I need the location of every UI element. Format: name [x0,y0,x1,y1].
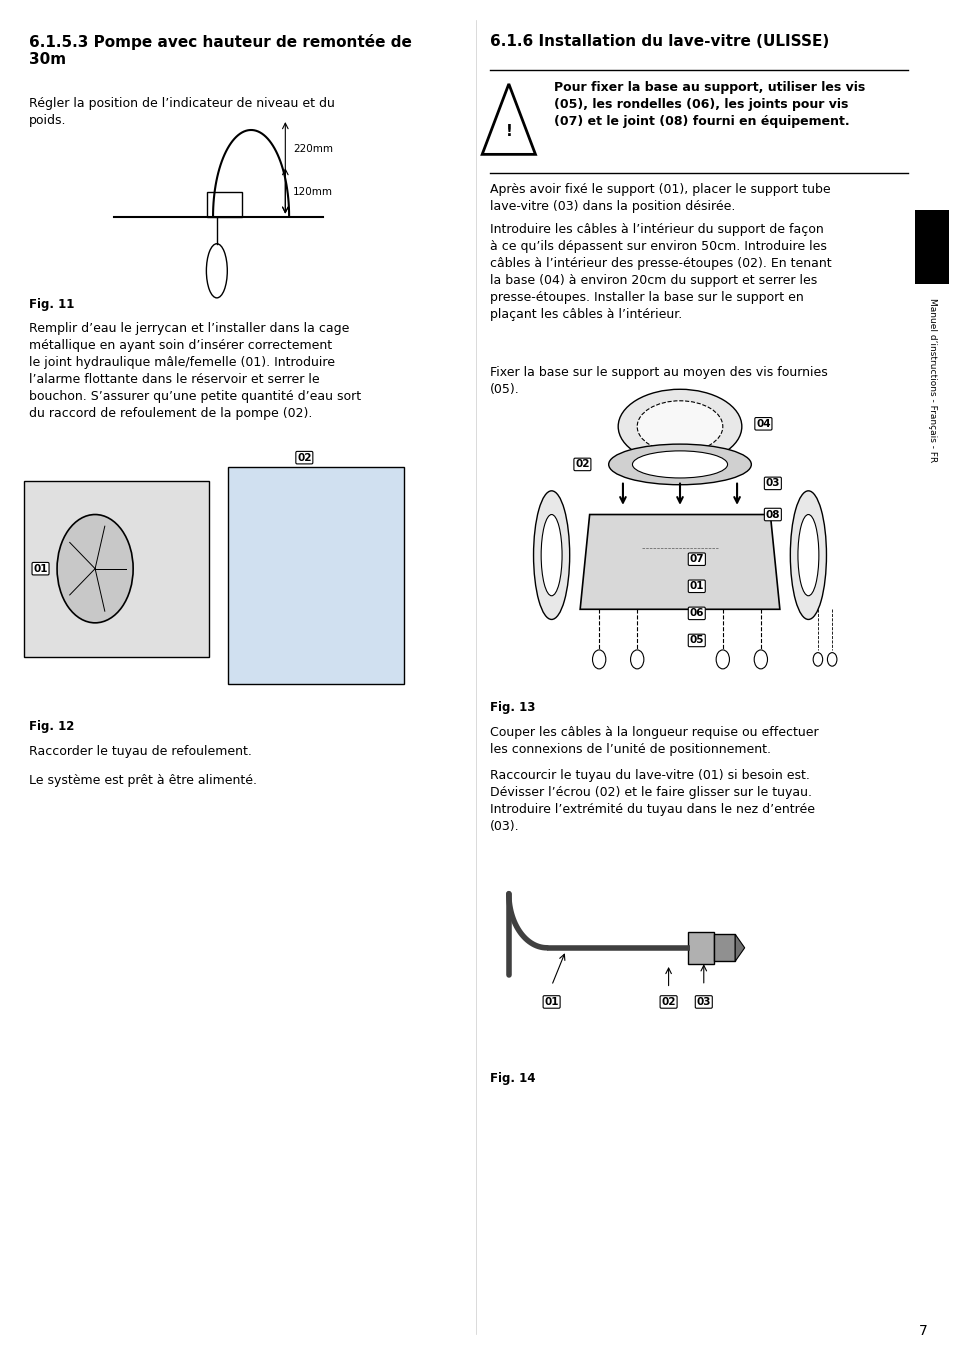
Text: Régler la position de l’indicateur de niveau et du
poids.: Régler la position de l’indicateur de ni… [29,97,335,127]
Text: Fixer la base sur le support au moyen des vis fournies
(05).: Fixer la base sur le support au moyen de… [489,366,826,395]
Circle shape [716,650,729,669]
Text: Pour fixer la base au support, utiliser les vis
(05), les rondelles (06), les jo: Pour fixer la base au support, utiliser … [554,81,864,129]
Text: Le système est prêt à être alimenté.: Le système est prêt à être alimenté. [29,774,256,788]
Text: 01: 01 [544,997,558,1007]
Text: Fig. 11: Fig. 11 [29,298,73,311]
Text: Raccourcir le tuyau du lave-vitre (01) si besoin est.
Dévisser l’écrou (02) et l: Raccourcir le tuyau du lave-vitre (01) s… [489,769,814,833]
Text: 220mm: 220mm [293,144,333,154]
Text: 07: 07 [689,554,703,565]
Text: Après avoir fixé le support (01), placer le support tube
lave-vitre (03) dans la: Après avoir fixé le support (01), placer… [489,183,829,213]
Circle shape [826,653,836,666]
Ellipse shape [797,515,818,596]
Text: Raccorder le tuyau de refoulement.: Raccorder le tuyau de refoulement. [29,745,252,758]
Circle shape [812,653,821,666]
Text: 03: 03 [696,997,710,1007]
Text: Fig. 13: Fig. 13 [489,701,535,715]
Bar [714,934,735,961]
Text: 04: 04 [756,418,770,429]
Text: 08: 08 [765,509,780,520]
Text: 02: 02 [296,452,312,463]
Text: Manuel d’instructions - Français - FR: Manuel d’instructions - Français - FR [926,298,936,462]
Text: Fig. 12: Fig. 12 [29,720,73,734]
Ellipse shape [632,451,727,478]
Polygon shape [735,934,744,961]
Bar [914,210,948,284]
Text: 01: 01 [689,581,703,592]
Circle shape [592,650,605,669]
Text: Fig. 14: Fig. 14 [489,1072,535,1086]
Text: Introduire les câbles à l’intérieur du support de façon
à ce qu’ils dépassent su: Introduire les câbles à l’intérieur du s… [489,223,831,321]
Text: 02: 02 [660,997,675,1007]
Text: 01: 01 [33,563,48,574]
Circle shape [754,650,767,669]
Text: 03: 03 [765,478,780,489]
FancyBboxPatch shape [228,467,404,684]
Ellipse shape [608,444,751,485]
Text: 6.1.5.3 Pompe avec hauteur de remontée de
30m: 6.1.5.3 Pompe avec hauteur de remontée d… [29,34,411,68]
Ellipse shape [206,244,227,298]
Polygon shape [579,515,779,609]
Bar [207,192,241,217]
Bar [687,932,714,964]
Text: Remplir d’eau le jerrycan et l’installer dans la cage
métallique en ayant soin d: Remplir d’eau le jerrycan et l’installer… [29,322,360,420]
Text: 7: 7 [918,1324,926,1338]
Text: !: ! [505,123,512,139]
FancyBboxPatch shape [24,481,209,657]
Text: 6.1.6 Installation du lave-vitre (ULISSE): 6.1.6 Installation du lave-vitre (ULISSE… [489,34,828,49]
Polygon shape [481,84,535,154]
Text: 120mm: 120mm [293,187,333,198]
Ellipse shape [637,401,722,452]
Circle shape [630,650,643,669]
Text: Couper les câbles à la longueur requise ou effectuer
les connexions de l’unité d: Couper les câbles à la longueur requise … [489,726,818,756]
Ellipse shape [533,490,569,619]
Text: 05: 05 [689,635,703,646]
Ellipse shape [789,490,825,619]
Ellipse shape [540,515,561,596]
Circle shape [57,515,133,623]
Text: 06: 06 [689,608,703,619]
Ellipse shape [618,390,741,463]
Text: 02: 02 [575,459,589,470]
